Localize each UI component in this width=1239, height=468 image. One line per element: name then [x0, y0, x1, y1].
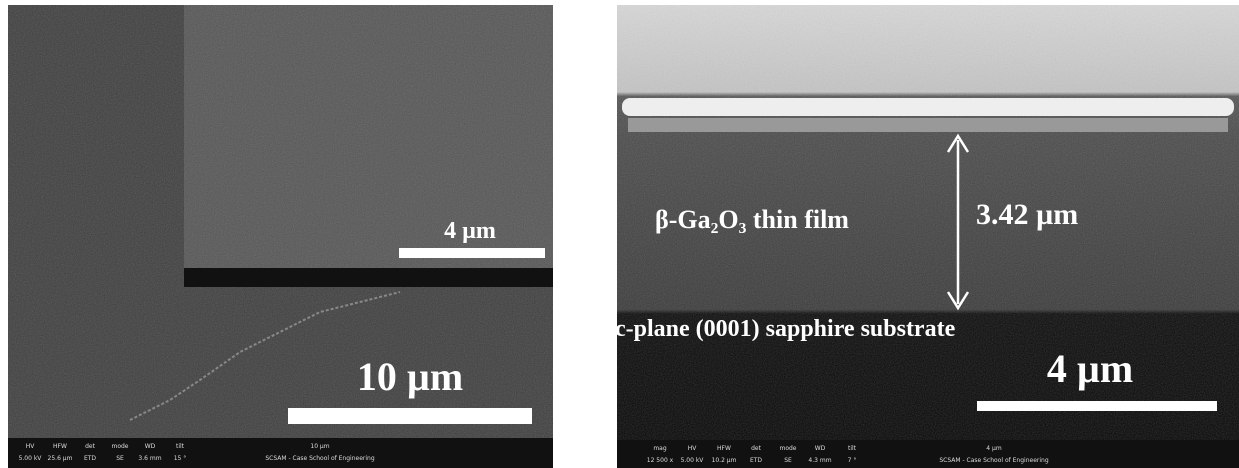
databar-header: tilt	[176, 443, 185, 450]
databar-scale: 10 µm	[310, 443, 329, 450]
databar-header: mode	[111, 443, 128, 450]
databar-scale: 4 µm	[986, 445, 1002, 452]
left-panel: 4 µm 10 µm	[8, 5, 553, 468]
databar-header: mag	[653, 445, 667, 452]
databar-header: WD	[815, 445, 826, 452]
databar-header: det	[751, 445, 762, 452]
scale-bar	[399, 248, 545, 258]
thickness-label: 3.42 µm	[976, 198, 1078, 231]
databar-institution: SCSAM - Case School of Engineering	[265, 455, 374, 462]
databar-value: SE	[784, 457, 792, 464]
scale-label: 4 µm	[444, 218, 496, 244]
databar-header: tilt	[848, 445, 857, 452]
inset-texture	[184, 5, 553, 287]
scale-bar	[288, 408, 532, 424]
film-edge	[628, 118, 1228, 132]
databar-value: 12 500 x	[647, 457, 674, 464]
databar-value: 4.3 mm	[808, 457, 831, 464]
databar-value: 7 °	[848, 457, 857, 464]
right-panel: β-Ga₂O₃ thin film 3.42 µm c-plane (0001)…	[615, 5, 1239, 468]
databar-value: 5.00 kV	[681, 457, 705, 464]
page: 4 µm 10 µm β-Ga₂O₃ thin film 3.42 µm c-p…	[0, 0, 1239, 468]
film-label: β-Ga₂O₃ thin film	[655, 205, 849, 234]
inset-databar	[184, 268, 553, 287]
databar-header: HFW	[717, 445, 731, 452]
databar-value: 15 °	[174, 455, 187, 462]
databar-header: HFW	[53, 443, 67, 450]
databar-header: det	[85, 443, 96, 450]
databar-header: WD	[145, 443, 156, 450]
databar	[617, 440, 1239, 468]
databar-header: mode	[779, 445, 796, 452]
scale-bar	[977, 401, 1217, 411]
databar-value: 5.00 kV	[19, 455, 43, 462]
databar-institution: SCSAM - Case School of Engineering	[939, 457, 1048, 464]
databar-header: HV	[26, 443, 36, 450]
databar-value: 3.6 mm	[138, 455, 161, 462]
scale-label: 10 µm	[357, 354, 463, 399]
databar-value: ETD	[750, 457, 762, 464]
databar-value: SE	[116, 455, 124, 462]
substrate-label: c-plane (0001) sapphire substrate	[615, 316, 956, 342]
databar-value: 25.6 µm	[48, 455, 73, 462]
databar-value: ETD	[84, 455, 96, 462]
film-surface	[622, 98, 1234, 116]
databar-header: HV	[688, 445, 698, 452]
databar-value: 10.2 µm	[712, 457, 737, 464]
scale-label: 4 µm	[1047, 346, 1133, 391]
figure: 4 µm 10 µm β-Ga₂O₃ thin film 3.42 µm c-p…	[0, 0, 1239, 468]
